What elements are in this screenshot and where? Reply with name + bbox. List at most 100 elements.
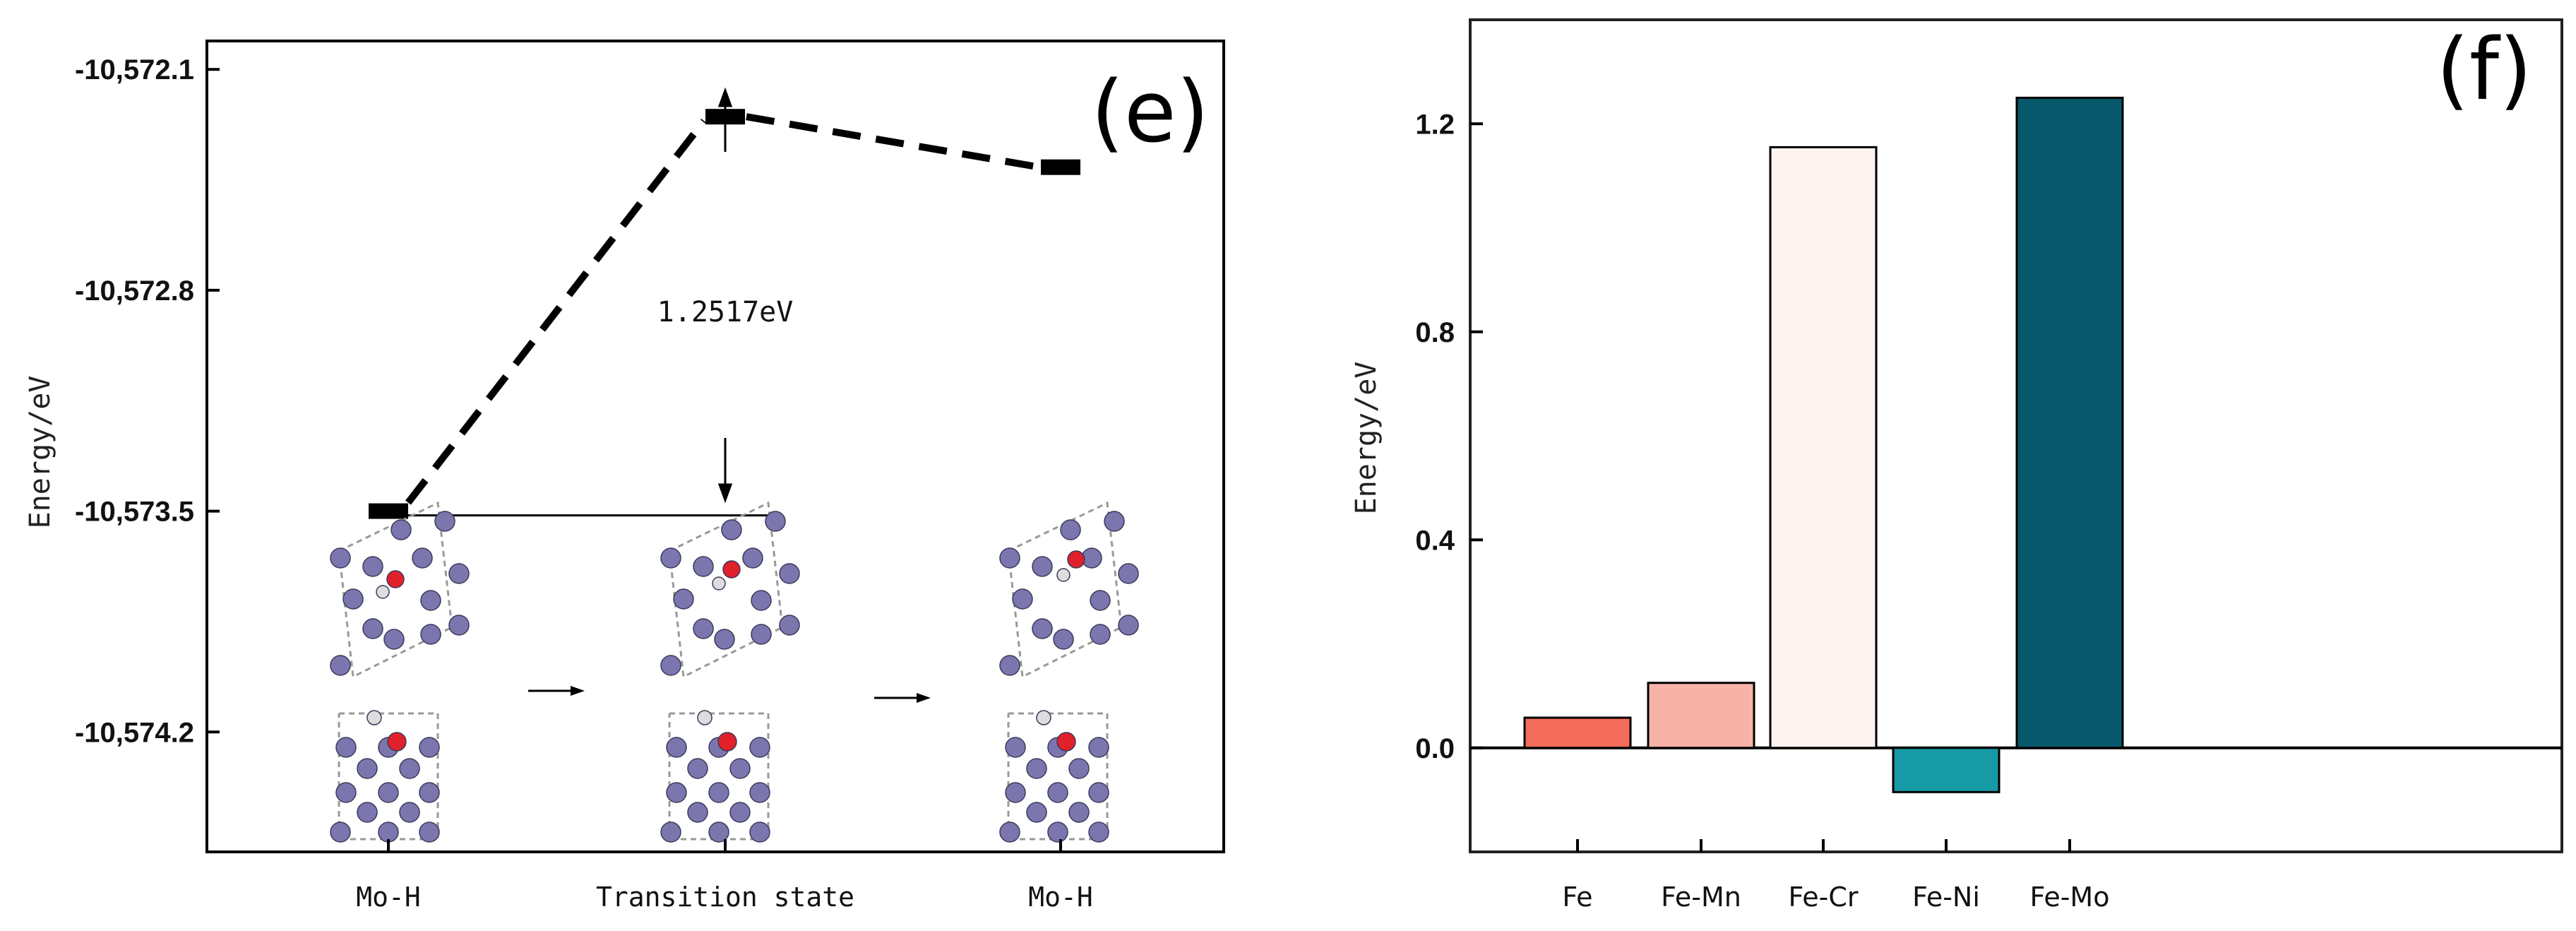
bar [1523,716,1632,749]
bar [1769,146,1878,749]
atom [1047,822,1068,843]
panel-label: (f) [2436,21,2532,119]
atomic-structures [330,501,1139,843]
x-axis-labels: Fe Fe-Mn Fe-Cr Fe-Ni Fe-Mo [1562,839,2109,913]
atom [399,802,420,823]
atom [1118,563,1139,584]
atom [1060,519,1081,540]
atom [742,547,763,569]
atom [1026,758,1047,779]
atom [1067,550,1085,569]
atom [721,519,742,540]
atom [419,782,440,803]
atom [660,655,681,676]
atom [1118,615,1139,636]
plot-frame [1469,18,2563,853]
y-axis-ticks: -10,572.1 -10,572.8 -10,573.5 -10,574.2 [75,54,220,748]
atom [448,563,470,584]
atom [666,737,687,758]
x-tick-label: Fe [1562,882,1592,913]
bars [1523,96,2124,793]
atom [448,615,470,636]
atom [330,822,351,843]
atom [335,737,357,758]
atom [660,822,681,843]
y-tick-label: -10,572.8 [75,275,194,307]
atom [390,519,412,540]
atom [357,758,378,779]
y-tick-label: 0.0 [1415,733,1455,764]
atom [335,782,357,803]
x-tick-label: Transition state [596,882,854,913]
cell-boundary [668,501,784,679]
atom [660,547,681,569]
bar-chart-panel: 0.0 0.4 0.8 1.2 Fe Fe-Mn Fe-Cr Fe-Ni Fe-Mo Ener… [1350,18,2563,913]
energy-profile-panel: -10,572.1 -10,572.8 -10,573.5 -10,574.2 Ene… [24,40,1225,913]
atom [412,547,433,569]
atom [999,822,1020,843]
atom [1056,732,1076,752]
atom [749,737,770,758]
atom [779,615,800,636]
y-tick-label: 1.2 [1415,109,1455,140]
atom [1032,618,1053,639]
y-tick-label: 0.8 [1415,317,1455,348]
atom [779,563,800,584]
atom [666,782,687,803]
atom [1005,782,1026,803]
reaction-path-line-1 [405,119,707,505]
bar [2015,96,2124,749]
x-tick-label: Mo-H [356,882,421,913]
y-axis-label: Energy/eV [24,376,56,529]
x-tick-label: Mo-H [1028,882,1093,913]
atom [687,802,708,823]
atom [1088,782,1109,803]
cell-boundary [668,712,770,841]
atom [673,588,694,610]
cell-boundary [1007,501,1123,679]
atom [362,618,383,639]
cell-boundary [338,712,439,841]
atom [434,511,455,532]
atom [342,588,364,610]
cell-boundary [338,501,453,679]
atom [708,822,729,843]
atom [366,710,382,725]
atom [708,782,729,803]
cell-boundary [1007,712,1109,841]
atom [1104,511,1125,532]
atom [749,822,770,843]
x-tick-label: Fe-Mn [1661,882,1741,913]
reaction-path-line-2 [746,113,1040,171]
atom [751,624,772,645]
atom [376,585,390,599]
atom [383,629,405,650]
atom [687,758,708,779]
x-tick-label: Fe-Mo [2030,882,2110,913]
x-axis-labels: Mo-H Transition state Mo-H [356,839,1093,913]
atom [362,556,383,577]
panel-label: (e) [1091,64,1209,162]
atom [714,629,735,650]
atom [378,782,399,803]
barrier-energy-label: 1.2517eV [657,296,794,328]
atom [419,822,440,843]
atom [386,570,405,588]
energy-level-bar [1041,159,1080,175]
atom [387,732,407,752]
atom [1032,556,1053,577]
y-tick-label: -10,574.2 [75,717,194,748]
atom [330,547,351,569]
atom [1090,624,1111,645]
y-tick-label: -10,573.5 [75,497,194,528]
atom [717,732,737,752]
atom [1068,758,1090,779]
atom [378,822,399,843]
atom [1053,629,1074,650]
bar [1892,747,2000,793]
atom [729,802,751,823]
step-arrows [528,686,931,703]
atom [1088,822,1109,843]
x-tick-label: Fe-Cr [1788,882,1858,913]
atom [999,547,1020,569]
